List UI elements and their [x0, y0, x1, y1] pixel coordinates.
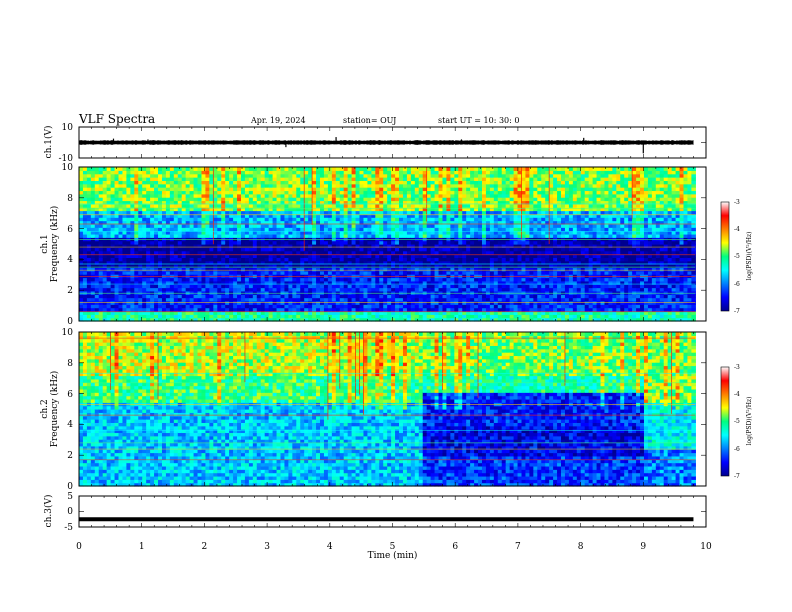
spectrogram-cell	[277, 167, 282, 171]
spectrogram-cell	[122, 167, 127, 171]
spectrogram-cell	[146, 167, 151, 171]
spectrogram-cell	[170, 167, 175, 171]
spectrogram-cell	[126, 167, 131, 171]
spectrogram-cell	[194, 167, 199, 171]
vlf-spectra-figure: VLF Spectra Apr. 19, 2024 station= OUJ s…	[0, 0, 792, 612]
spectrogram-cell	[205, 167, 210, 171]
spectrogram-cell	[217, 167, 222, 171]
ch1-voltage-ylabel: ch.1(V)	[43, 126, 54, 159]
spectrogram-cell	[273, 167, 278, 171]
spectrogram-cell	[174, 167, 179, 171]
spectrogram-cell	[201, 167, 206, 171]
spectrogram-cell	[119, 167, 124, 171]
spectrogram-cell	[103, 167, 108, 171]
ch1-waveform-trace	[79, 141, 693, 145]
spectrogram-cell	[130, 167, 135, 171]
station-label: station= OUJ	[343, 116, 396, 125]
spectrogram-cell	[99, 167, 104, 171]
ch1-waveform-panel: 10 -10 ch.1(V)	[43, 123, 706, 164]
start-time-label: start UT = 10: 30: 0	[438, 116, 519, 125]
spectrogram-cell	[229, 167, 234, 171]
spectrogram-cell	[253, 167, 258, 171]
spectrogram-cell	[249, 167, 254, 171]
spectrogram-cell	[182, 167, 187, 171]
spectrogram-cell	[178, 167, 183, 171]
spectrogram-cell	[233, 167, 238, 171]
spectrogram-cell	[83, 167, 88, 171]
spectrogram-cell	[186, 167, 191, 171]
spectrogram-cell	[158, 167, 163, 171]
spectrogram-cell	[111, 167, 116, 171]
ch1-spectrogram-panel: 0 2 4 6 8 10 ch.1 Frequency (kHz) -3 -4 …	[40, 163, 753, 327]
spectrogram-cell	[198, 167, 203, 171]
ch1-spectrogram-cells	[79, 167, 696, 322]
date-label: Apr. 19, 2024	[250, 116, 306, 125]
spectrogram-cell	[257, 167, 262, 171]
spectrogram-cell	[296, 167, 301, 171]
spectrogram-cell	[221, 167, 226, 171]
spectrogram-cell	[162, 167, 167, 171]
spectrogram-cell	[87, 167, 92, 171]
spectrogram-cell	[142, 167, 147, 171]
spectrogram-cell	[154, 167, 159, 171]
spectrogram-cell	[261, 167, 266, 171]
ch1-y-tick-top: 10	[62, 123, 74, 133]
spectrogram-cell	[284, 167, 289, 171]
spectrogram-cell	[95, 167, 100, 171]
spectrogram-cell	[107, 167, 112, 171]
figure-title: VLF Spectra	[78, 112, 155, 126]
spectrogram-cell	[245, 167, 250, 171]
spectrogram-cell	[79, 167, 84, 171]
spectrogram-cell	[241, 167, 246, 171]
spectrogram-cell	[269, 167, 274, 171]
spectrogram-cell	[292, 167, 297, 171]
spectrogram-cell	[134, 167, 139, 171]
spectrogram-cell	[281, 167, 286, 171]
spectrogram-cell	[237, 167, 242, 171]
spectrogram-cell	[138, 167, 143, 171]
spectrogram-cell	[225, 167, 230, 171]
